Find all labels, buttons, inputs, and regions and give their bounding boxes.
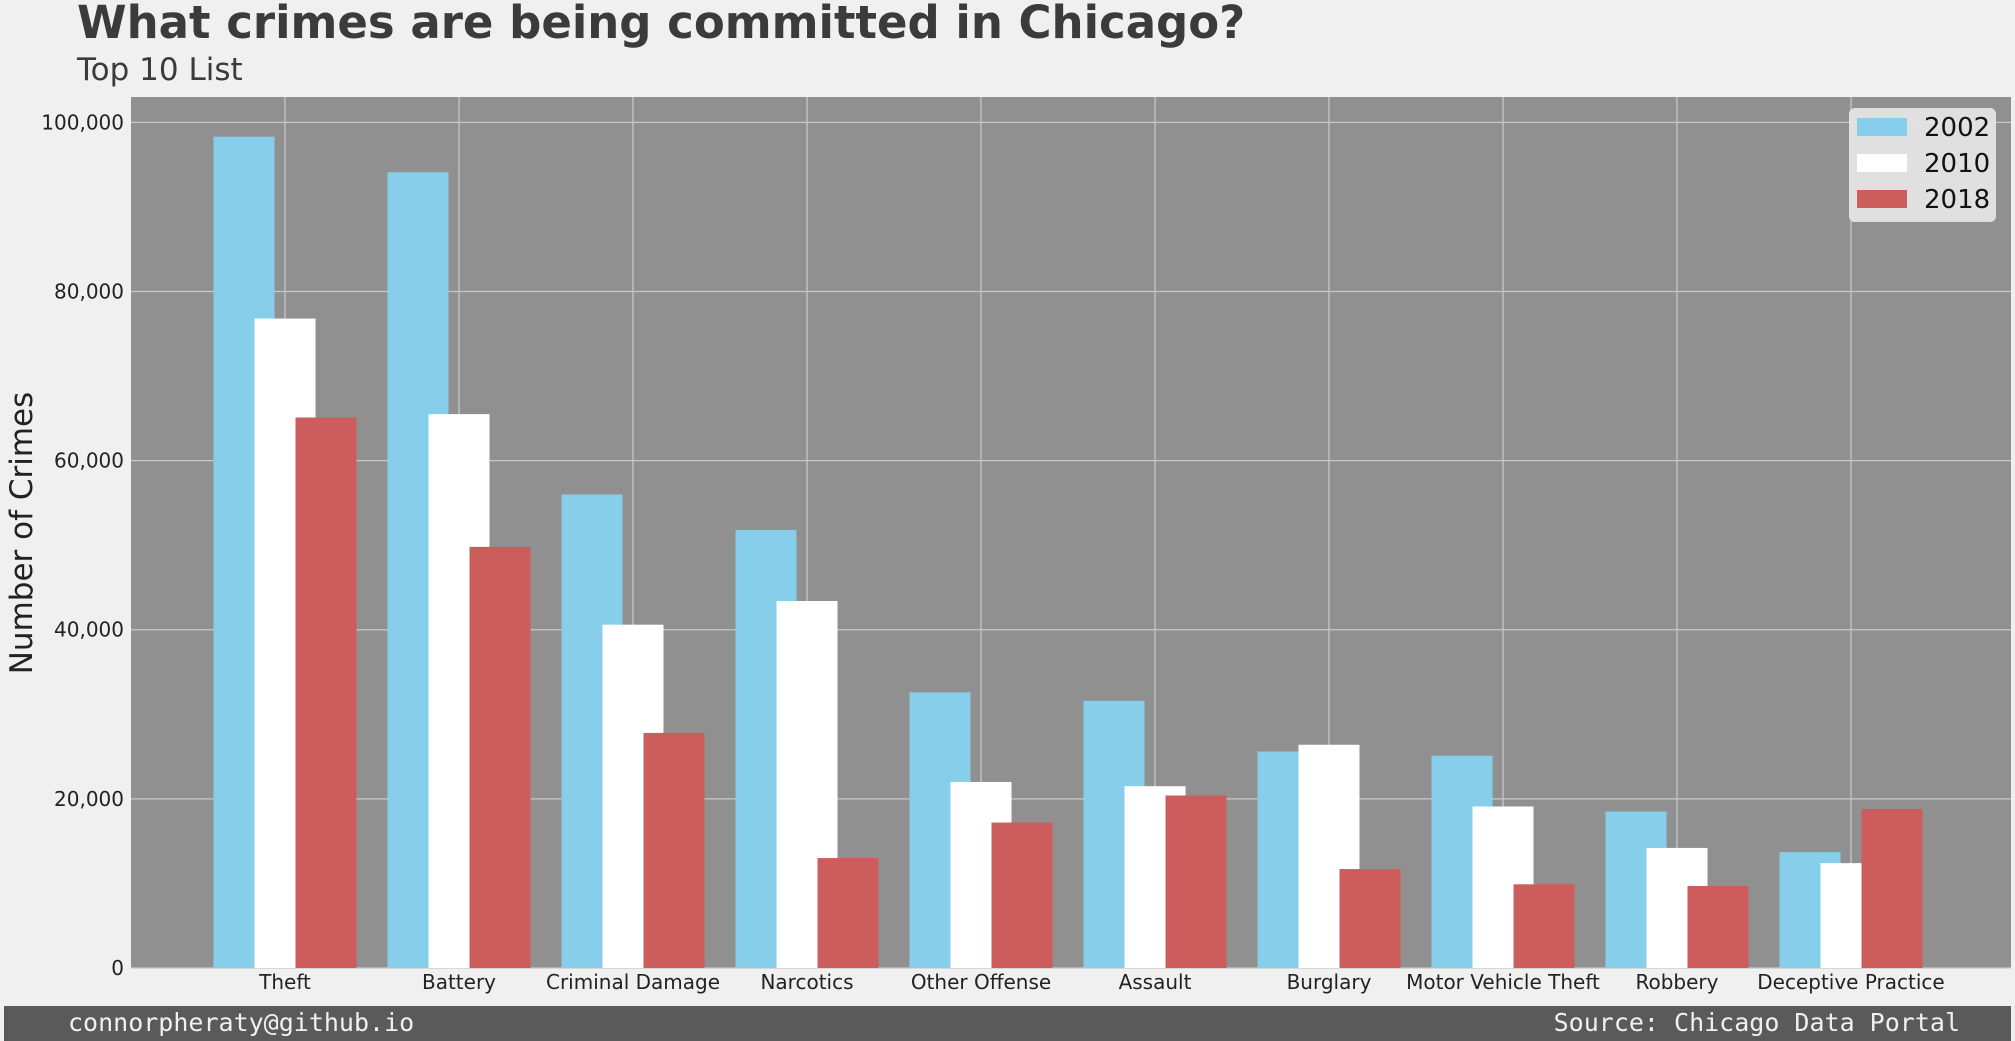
x-tick-label: Motor Vehicle Theft [1406,970,1600,994]
footer-source: Source: Chicago Data Portal [1553,1008,1960,1037]
legend-swatch-2010 [1857,154,1907,172]
bar-2018 [1687,885,1749,968]
y-tick-label: 40,000 [54,618,124,642]
x-tick-labels: Theft Battery Criminal Damage Narcotics Othe… [258,970,1945,994]
x-tick-label: Narcotics [760,970,853,994]
bar-2018 [817,858,879,968]
y-tick-label: 0 [111,956,124,980]
y-tick-label: 100,000 [41,110,124,134]
bar-2018 [295,417,357,969]
x-tick-label: Robbery [1636,970,1719,994]
chart-subtitle: Top 10 List [77,52,243,88]
legend-swatch-2002 [1857,118,1907,136]
legend-label-2002: 2002 [1924,113,1990,143]
y-axis-label: Number of Crimes [4,392,40,675]
legend-swatch-2018 [1857,190,1907,208]
bar-2018 [1339,869,1401,968]
bar-chart: 0 20,000 40,000 60,000 80,000 100,000 Theft Ba… [4,97,2011,994]
bar-2018 [643,732,705,968]
footer-credit: connorpheraty@github.io [68,1008,415,1037]
x-tick-label: Other Offense [911,970,1051,994]
bar-2018 [1165,795,1227,968]
legend-label-2018: 2018 [1924,185,1990,215]
x-tick-label: Theft [258,970,311,994]
y-tick-labels: 0 20,000 40,000 60,000 80,000 100,000 [41,110,124,980]
y-tick-label: 20,000 [54,787,124,811]
bars [213,136,1923,969]
bar-2018 [1861,809,1923,968]
chart-title: What crimes are being committed in Chica… [77,0,1246,49]
x-tick-label: Burglary [1287,970,1372,994]
bar-2018 [991,822,1053,968]
x-tick-label: Battery [422,970,496,994]
y-tick-label: 60,000 [54,449,124,473]
x-tick-label: Deceptive Practice [1757,970,1944,994]
bar-2018 [1513,884,1575,968]
footer-bar: connorpheraty@github.io Source: Chicago … [4,1006,2011,1041]
x-tick-label: Criminal Damage [546,970,720,994]
x-tick-label: Assault [1119,970,1192,994]
bar-2018 [469,546,531,968]
y-tick-label: 80,000 [54,279,124,303]
legend: 2002 2010 2018 [1849,108,1996,222]
legend-label-2010: 2010 [1924,149,1990,179]
